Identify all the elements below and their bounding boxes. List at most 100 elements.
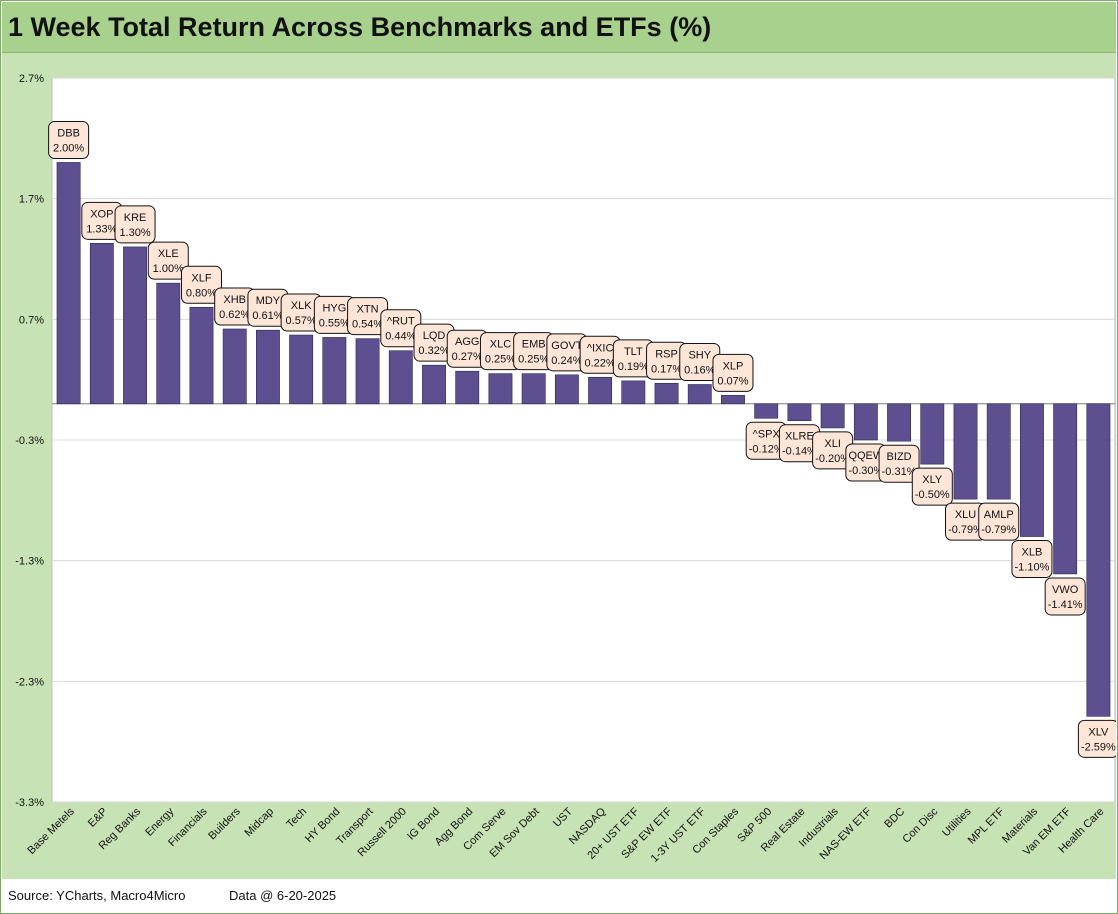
bar [388, 350, 413, 405]
data-label-ticker: XOP [90, 208, 113, 220]
data-label-ticker: XLI [824, 438, 841, 450]
y-tick-label: 2.7% [19, 73, 44, 85]
data-label-ticker: SHY [688, 349, 711, 361]
data-label-box [114, 205, 156, 244]
y-tick-label: 0.7% [19, 314, 44, 326]
data-label-value: 0.27% [452, 351, 483, 363]
bar [189, 306, 214, 405]
data-label-ticker: KRE [124, 212, 147, 224]
bar [920, 403, 945, 465]
data-label-ticker: XLF [191, 272, 211, 284]
data-label-value: 0.07% [717, 375, 748, 387]
bar [721, 395, 745, 405]
data-label-value: 0.24% [551, 355, 582, 367]
x-category-label: Midcap [242, 806, 276, 840]
data-label-value: 0.19% [618, 361, 649, 373]
bar [123, 246, 147, 405]
chart-title: 1 Week Total Return Across Benchmarks an… [8, 12, 712, 42]
source-note: Source: YCharts, Macro4Micro [8, 888, 186, 903]
data-label-box [878, 444, 920, 483]
bar [953, 403, 978, 500]
data-label-ticker: ^SPX [753, 428, 781, 440]
y-tick-label: 1.7% [19, 194, 44, 206]
x-category-label: Con Disc [900, 805, 940, 845]
data-label-ticker: ^RUT [387, 316, 415, 328]
data-label-ticker: VWO [1052, 584, 1079, 596]
data-label-ticker: GOVT [551, 340, 582, 352]
data-label-ticker: XLY [922, 474, 943, 486]
data-label-box [1011, 540, 1053, 579]
data-label-ticker: ^IXIC [587, 342, 614, 354]
data-label-ticker: MDY [256, 295, 281, 307]
chart-area: 2.7% 1.7% 0.7% -0.3% -1.3% -2.3% -3.3% DBB 2.00%… [2, 53, 1116, 879]
bar [1020, 403, 1044, 537]
data-label-value: 0.55% [319, 317, 350, 329]
data-label-value: 0.54% [352, 319, 383, 331]
bar [820, 403, 845, 429]
data-label-value: 1.00% [153, 263, 184, 275]
data-label-value: 0.80% [186, 287, 217, 299]
data-label-ticker: HYG [322, 302, 346, 314]
data-label-value: -0.14% [782, 446, 817, 458]
bar [887, 403, 912, 442]
data-label-value: -0.79% [948, 524, 983, 536]
bar [621, 380, 646, 405]
data-label-value: 0.16% [684, 364, 715, 376]
data-label-value: 2.00% [53, 142, 84, 154]
data-label-value: -1.41% [1048, 599, 1083, 611]
data-label-value: 0.25% [485, 354, 516, 366]
data-label-ticker: XLV [1088, 726, 1109, 738]
data-label-box [1077, 719, 1116, 758]
bar [853, 403, 878, 441]
data-label-ticker: XLB [1022, 547, 1043, 559]
y-tick-label: -1.3% [15, 556, 44, 568]
x-category-label: UST [551, 805, 575, 829]
bar [355, 338, 380, 405]
data-label-box [48, 120, 90, 159]
title-bar: 1 Week Total Return Across Benchmarks an… [2, 2, 1116, 53]
bar [1053, 403, 1078, 575]
data-label-ticker: EMB [522, 339, 546, 351]
data-label-value: -2.59% [1081, 741, 1116, 753]
bar [1086, 403, 1111, 717]
bar-chart: 2.7% 1.7% 0.7% -0.3% -1.3% -2.3% -3.3% DBB 2.00%… [15, 73, 1116, 865]
bar [89, 243, 114, 405]
data-label-value: 0.17% [651, 363, 682, 375]
y-tick-label: -3.3% [15, 797, 44, 809]
data-label-value: 1.30% [119, 227, 150, 239]
data-label-box [147, 241, 189, 280]
data-label-ticker: XHB [223, 294, 246, 306]
data-label-ticker: XLC [490, 339, 511, 351]
data-label-ticker: AMLP [984, 509, 1014, 521]
x-category-label: E&P [86, 806, 110, 830]
bar [255, 329, 280, 405]
data-label-value: 0.61% [252, 310, 283, 322]
data-label-value: -1.10% [1015, 562, 1050, 574]
data-label-box [978, 502, 1020, 541]
bar [56, 162, 81, 405]
data-label-ticker: XTN [357, 304, 379, 316]
bar [521, 373, 546, 405]
x-category-label: BDC [882, 806, 907, 831]
data-label-value: -0.50% [915, 489, 950, 501]
bar [455, 370, 480, 405]
bar [654, 382, 679, 405]
bar [322, 337, 347, 405]
data-label-value: 0.62% [219, 309, 250, 321]
bar [986, 403, 1011, 500]
data-label-box [180, 265, 222, 304]
data-date: Data @ 6-20-2025 [229, 888, 337, 903]
x-category-label: Base Metels [25, 805, 77, 857]
bar [754, 403, 779, 419]
y-tick-label: -0.3% [15, 435, 44, 447]
data-label-ticker: DBB [57, 127, 80, 139]
data-label-ticker: TLT [624, 346, 643, 358]
data-label-value: 0.44% [385, 331, 416, 343]
data-label-ticker: XLU [955, 509, 976, 521]
data-label-value: 0.57% [286, 315, 317, 327]
data-label-value: -0.31% [882, 466, 917, 478]
bar [787, 403, 812, 421]
bar [156, 282, 181, 405]
data-label-ticker: XLP [723, 360, 744, 372]
data-label-box [1044, 577, 1086, 616]
